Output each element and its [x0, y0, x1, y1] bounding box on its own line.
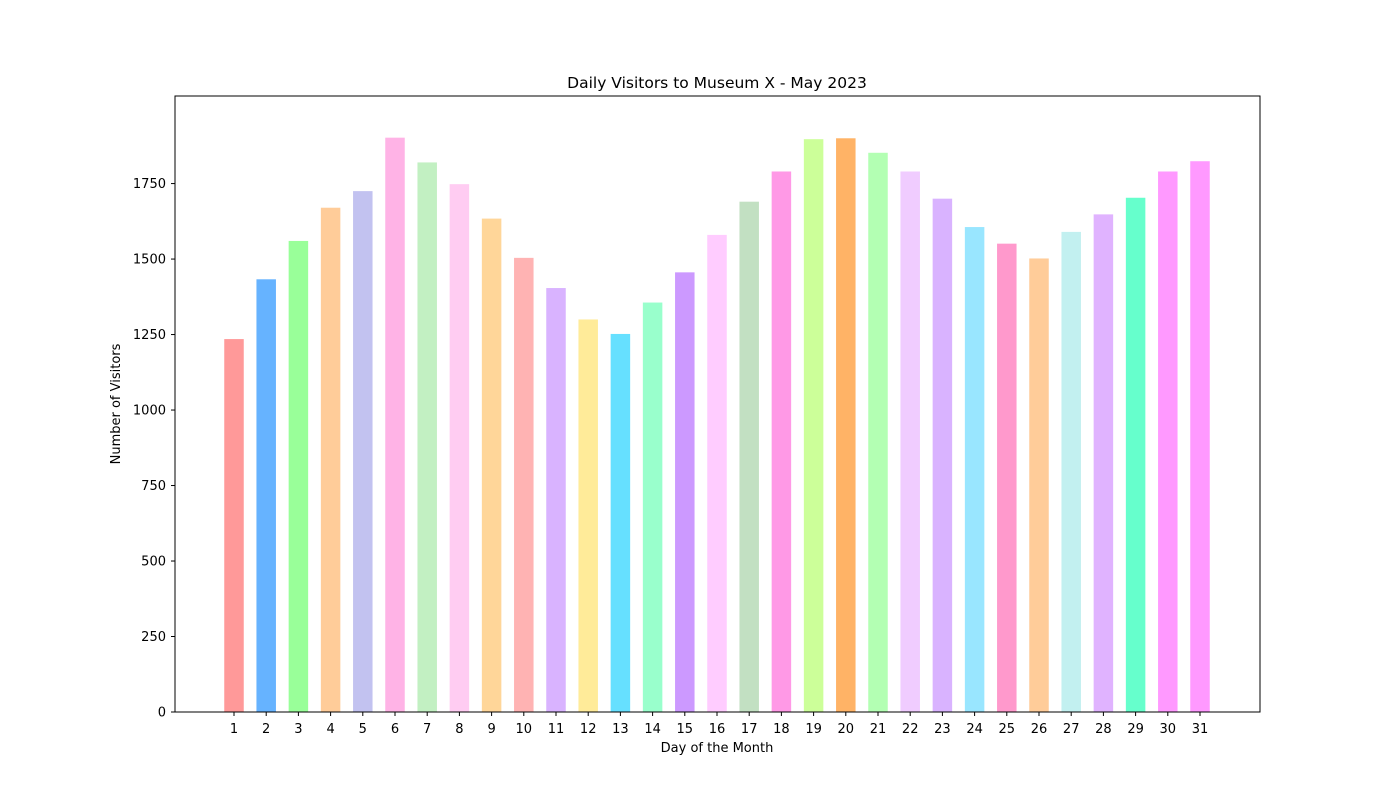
x-tick-label: 2: [262, 722, 270, 737]
x-tick-label: 25: [999, 722, 1016, 737]
bar-day-5: [353, 191, 373, 712]
bar-day-20: [836, 138, 856, 712]
x-tick-label: 23: [934, 722, 951, 737]
y-tick-label: 500: [141, 555, 166, 570]
bar-day-27: [1061, 232, 1081, 712]
y-tick-label: 0: [158, 706, 166, 721]
bar-day-8: [450, 184, 470, 712]
y-tick-label: 1250: [133, 328, 166, 343]
bars-group: [224, 138, 1210, 712]
bar-day-15: [675, 272, 695, 712]
x-tick-label: 13: [612, 722, 629, 737]
x-tick-label: 28: [1095, 722, 1112, 737]
bar-day-18: [772, 171, 792, 712]
x-tick-label: 10: [516, 722, 533, 737]
chart-title: Daily Visitors to Museum X - May 2023: [567, 74, 867, 92]
x-tick-label: 29: [1127, 722, 1144, 737]
y-tick-label: 1000: [133, 404, 166, 419]
bar-day-28: [1094, 214, 1114, 712]
x-tick-label: 5: [359, 722, 367, 737]
x-tick-label: 31: [1192, 722, 1209, 737]
bar-day-11: [546, 288, 566, 712]
bar-day-29: [1126, 198, 1146, 712]
bar-day-23: [933, 199, 953, 712]
bar-day-21: [868, 153, 888, 712]
bar-day-1: [224, 339, 244, 712]
x-tick-label: 9: [487, 722, 495, 737]
y-tick-label: 250: [141, 630, 166, 645]
x-tick-label: 3: [294, 722, 302, 737]
x-tick-label: 14: [644, 722, 661, 737]
x-tick-label: 22: [902, 722, 919, 737]
x-tick-label: 19: [805, 722, 822, 737]
x-tick-label: 8: [455, 722, 463, 737]
bar-day-3: [289, 241, 309, 712]
bar-day-24: [965, 227, 985, 712]
bar-day-6: [385, 138, 405, 712]
bar-day-19: [804, 139, 824, 712]
bar-day-12: [578, 319, 598, 712]
bar-day-30: [1158, 171, 1178, 712]
x-tick-label: 11: [548, 722, 565, 737]
x-axis-ticks: 1 2 3 4 5 6 7 8 9 10 11 12 13 14 15 16 17 18 19 20 21 22 23 24 2…: [230, 712, 1208, 737]
bar-day-22: [900, 171, 920, 712]
bar-day-7: [417, 162, 437, 712]
x-tick-label: 6: [391, 722, 399, 737]
x-tick-label: 26: [1031, 722, 1048, 737]
bar-day-26: [1029, 258, 1049, 712]
x-tick-label: 27: [1063, 722, 1080, 737]
bar-day-17: [739, 202, 759, 712]
bar-day-14: [643, 303, 663, 712]
x-tick-label: 17: [741, 722, 758, 737]
x-tick-label: 15: [677, 722, 694, 737]
x-tick-label: 18: [773, 722, 790, 737]
y-axis-ticks: 0 250 500 750 1000 1250 1500 1750: [133, 177, 175, 720]
x-tick-label: 24: [966, 722, 983, 737]
x-tick-label: 4: [326, 722, 334, 737]
y-axis-label: Number of Visitors: [109, 343, 124, 464]
bar-day-4: [321, 208, 341, 712]
y-tick-label: 750: [141, 479, 166, 494]
bar-day-13: [611, 334, 631, 712]
bar-day-16: [707, 235, 727, 712]
bar-day-25: [997, 244, 1017, 712]
bar-day-9: [482, 219, 502, 712]
x-tick-label: 20: [838, 722, 855, 737]
x-tick-label: 16: [709, 722, 726, 737]
bar-day-31: [1190, 161, 1210, 712]
x-axis-label: Day of the Month: [661, 741, 774, 756]
bar-day-2: [256, 279, 276, 712]
x-tick-label: 7: [423, 722, 431, 737]
y-tick-label: 1500: [133, 253, 166, 268]
x-tick-label: 30: [1160, 722, 1177, 737]
bar-day-10: [514, 258, 534, 712]
x-tick-label: 21: [870, 722, 887, 737]
y-tick-label: 1750: [133, 177, 166, 192]
x-tick-label: 12: [580, 722, 597, 737]
x-tick-label: 1: [230, 722, 238, 737]
